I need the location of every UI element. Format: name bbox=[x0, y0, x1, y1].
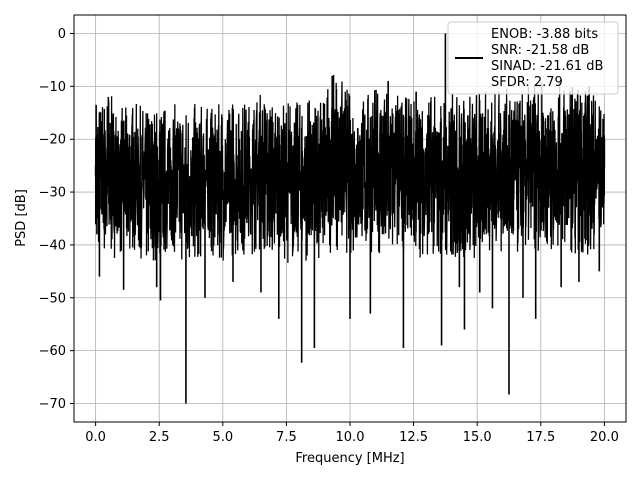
psd-noise-path bbox=[94, 75, 606, 263]
x-tick-label: 10.0 bbox=[336, 430, 365, 445]
psd-noise-floor bbox=[94, 75, 606, 263]
legend: ENOB: -3.88 bits SNR: -21.58 dB SINAD: -… bbox=[447, 21, 619, 95]
x-tick-label: 15.0 bbox=[463, 430, 492, 445]
x-tick-label: 17.5 bbox=[526, 430, 555, 445]
x-axis-ticks: 0.0 2.5 5.0 7.5 10.0 12.5 15.0 17.5 20.0 bbox=[85, 422, 619, 445]
y-tick-label: −60 bbox=[39, 344, 66, 359]
psd-series bbox=[94, 33, 606, 404]
x-tick-label: 20.0 bbox=[590, 430, 619, 445]
y-tick-label: −10 bbox=[39, 80, 66, 95]
y-axis-label: PSD [dB] bbox=[14, 189, 29, 247]
legend-sinad: SINAD: -21.61 dB bbox=[491, 59, 603, 74]
y-tick-label: −50 bbox=[39, 291, 66, 306]
x-tick-label: 12.5 bbox=[399, 430, 428, 445]
legend-box bbox=[447, 21, 619, 95]
y-tick-label: 0 bbox=[58, 27, 66, 42]
x-tick-label: 5.0 bbox=[212, 430, 233, 445]
x-tick-label: 0.0 bbox=[85, 430, 106, 445]
y-tick-label: −20 bbox=[39, 133, 66, 148]
legend-snr: SNR: -21.58 dB bbox=[491, 43, 589, 58]
legend-enob: ENOB: -3.88 bits bbox=[491, 27, 598, 42]
y-tick-label: −40 bbox=[39, 238, 66, 253]
y-tick-label: −30 bbox=[39, 186, 66, 201]
x-tick-label: 2.5 bbox=[149, 430, 170, 445]
y-axis-ticks: 0 −10 −20 −30 −40 −50 −60 −70 bbox=[39, 27, 74, 412]
x-tick-label: 7.5 bbox=[276, 430, 297, 445]
y-tick-label: −70 bbox=[39, 397, 66, 412]
x-axis-label: Frequency [MHz] bbox=[295, 451, 404, 466]
legend-sfdr: SFDR: 2.79 bbox=[491, 75, 563, 90]
